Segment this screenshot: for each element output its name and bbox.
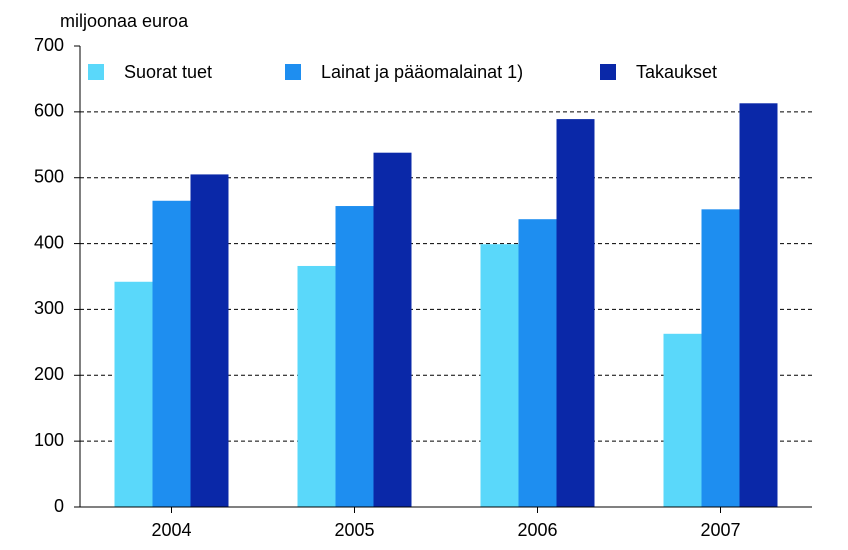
bar [190,174,229,507]
bar [297,265,336,507]
bar [335,206,374,508]
bar [701,209,740,507]
x-tick-label: 2004 [151,520,191,540]
legend-label: Suorat tuet [124,62,212,82]
y-tick-label: 100 [34,430,64,450]
legend-swatch [88,64,104,80]
bar [556,119,595,507]
y-tick-label: 400 [34,232,64,252]
bar [739,103,778,507]
legend-swatch [285,64,301,80]
y-tick-label: 500 [34,166,64,186]
legend-label: Takaukset [636,62,717,82]
y-axis-label: miljoonaa euroa [60,11,189,31]
y-tick-label: 300 [34,298,64,318]
bar [663,333,702,507]
bar [518,219,557,507]
bar [152,200,191,507]
legend-swatch [600,64,616,80]
y-tick-label: 200 [34,364,64,384]
y-tick-label: 0 [54,496,64,516]
bar [114,281,153,507]
x-tick-label: 2005 [334,520,374,540]
x-tick-label: 2007 [700,520,740,540]
x-tick-label: 2006 [517,520,557,540]
y-tick-label: 700 [34,35,64,55]
y-tick-label: 600 [34,101,64,121]
bar [480,244,519,508]
bar [373,152,412,507]
legend-label: Lainat ja pääomalainat 1) [321,62,523,82]
